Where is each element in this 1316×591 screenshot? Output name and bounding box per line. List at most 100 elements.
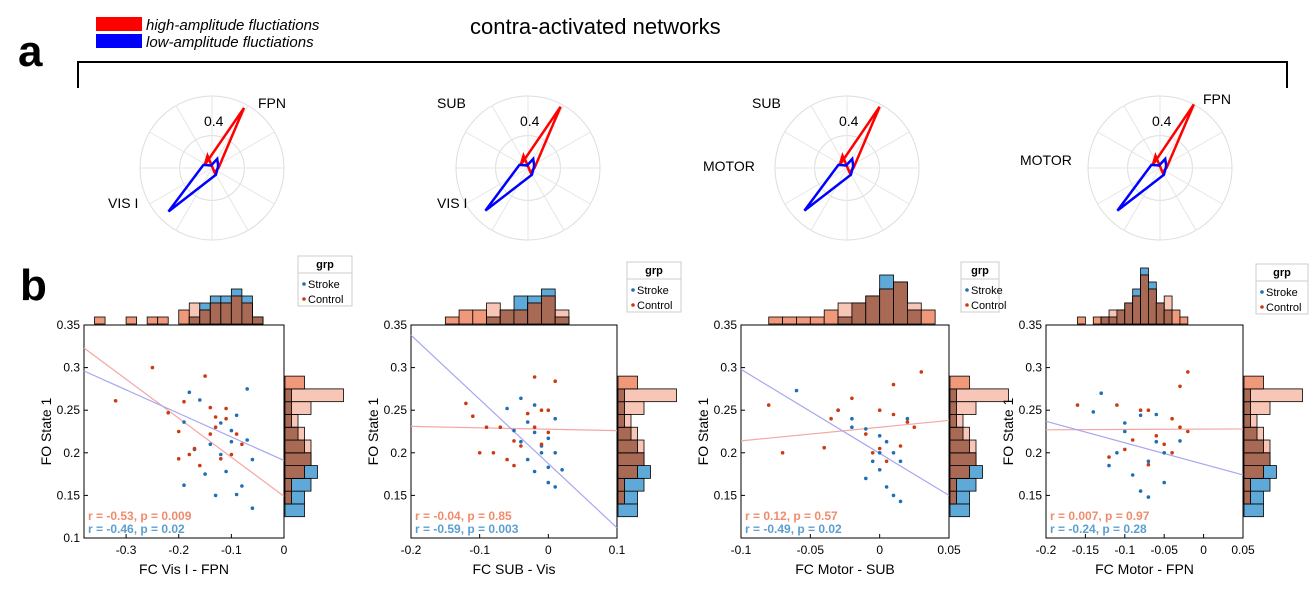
control-point: [234, 432, 239, 436]
control-point: [113, 399, 118, 403]
x-hist-bar-overlap: [499, 309, 515, 325]
stroke-point: [877, 468, 882, 472]
y-hist-bar-overlap: [284, 388, 292, 403]
legend-control-label: Control: [637, 300, 672, 312]
x-marginal-histogram: [94, 288, 264, 325]
control-point: [471, 414, 475, 419]
group-legend: grp Stroke Control: [1255, 263, 1309, 315]
control-point: [1075, 403, 1080, 407]
x-tick-label: -0.3: [116, 543, 137, 557]
x-hist-bar-control: [768, 316, 784, 325]
control-point: [1154, 434, 1159, 438]
y-hist-bar-stroke: [284, 503, 305, 518]
y-tick-label: 0.3: [63, 361, 80, 375]
stroke-point: [512, 428, 516, 433]
radar-grid-spoke: [211, 167, 249, 231]
stroke-correlation-stat: r = -0.46, p = 0.02: [88, 522, 185, 536]
control-point: [213, 425, 218, 430]
stroke-point: [519, 396, 523, 401]
x-hist-bar-control: [796, 316, 811, 325]
control-point: [229, 452, 234, 457]
radar-grid-spoke: [784, 167, 848, 205]
legend-stroke-marker: [631, 288, 635, 292]
control-point: [1138, 408, 1143, 413]
stroke-point: [532, 430, 537, 435]
x-hist-bar-overlap: [1100, 316, 1110, 325]
radar-grid-spoke: [1159, 167, 1223, 205]
x-hist-bar-control: [94, 316, 106, 325]
control-point: [553, 379, 557, 384]
x-marginal-histogram: [768, 274, 936, 325]
x-hist-bar-overlap: [893, 281, 908, 325]
stroke-point: [532, 469, 537, 474]
control-point: [182, 399, 186, 404]
y-hist-bar-overlap: [617, 401, 625, 415]
control-point: [192, 446, 197, 451]
x-tick-label: -0.15: [1072, 543, 1100, 557]
x-hist-bar-overlap: [513, 309, 529, 325]
scatter-chart-2: r = -0.04, p = 0.85r = -0.59, p = 0.003 -…: [365, 261, 682, 577]
y-tick-label: 0.25: [384, 403, 408, 417]
control-point: [512, 439, 516, 443]
x-hist-bar-overlap: [837, 316, 853, 325]
legend-stroke-marker: [965, 288, 969, 292]
y-axis-label: FO State 1: [695, 397, 711, 465]
radar-grid-spoke: [175, 167, 213, 231]
radar-grid-spoke: [1097, 167, 1161, 205]
y-hist-bar-overlap: [1243, 388, 1251, 403]
x-hist-bar-control: [472, 309, 487, 325]
y-hist-bar-overlap: [284, 490, 292, 505]
control-point: [240, 442, 244, 447]
legend-control-marker: [631, 303, 635, 307]
stroke-point: [203, 472, 207, 476]
y-hist-bar-control: [949, 375, 970, 390]
radar-grid-spoke: [465, 131, 529, 169]
legend-stroke-label: Stroke: [308, 279, 340, 291]
y-hist-bar-overlap: [284, 465, 305, 479]
control-point: [822, 445, 826, 450]
control-point: [208, 432, 213, 436]
x-tick-label: 0.05: [937, 543, 961, 557]
stroke-point: [905, 416, 910, 421]
y-hist-bar-overlap: [284, 426, 299, 441]
legend-low-swatch: [96, 34, 142, 48]
control-point: [1178, 384, 1182, 389]
y-marginal-histogram: [949, 375, 1009, 518]
x-hist-bar-overlap: [1155, 302, 1165, 325]
stroke-point: [208, 442, 213, 447]
y-hist-bar-overlap: [949, 388, 957, 403]
y-tick-label: 0.25: [714, 403, 738, 417]
radar-network-label: SUB: [437, 95, 466, 111]
group-legend-title: grp: [971, 265, 989, 277]
y-hist-bar-overlap: [1243, 490, 1251, 505]
y-tick-label: 0.25: [57, 403, 81, 417]
y-hist-bar-overlap: [949, 477, 957, 492]
scatter-plot-area: [740, 324, 950, 539]
radar-grid-spoke: [846, 167, 884, 231]
control-point: [1107, 455, 1111, 459]
y-tick-label: 0.3: [720, 361, 737, 375]
control-point: [224, 406, 228, 411]
radar-chart-3: 0.4 SUB MOTOR: [703, 95, 920, 241]
radar-network-label: FPN: [1203, 91, 1231, 107]
control-fit-line: [740, 419, 950, 442]
control-point: [505, 457, 509, 462]
x-hist-bar-overlap: [879, 288, 894, 325]
control-point: [498, 425, 503, 430]
radar-grid-spoke: [1159, 167, 1197, 231]
stroke-point: [182, 483, 186, 488]
stroke-point: [884, 485, 889, 489]
stroke-point: [187, 390, 192, 395]
control-point: [477, 451, 482, 455]
x-tick-label: -0.1: [731, 543, 752, 557]
control-point: [766, 403, 771, 407]
x-hist-bar-overlap: [865, 295, 881, 325]
y-hist-bar-control: [1243, 375, 1264, 390]
y-marginal-histogram: [284, 375, 344, 518]
x-hist-bar-overlap: [199, 309, 211, 325]
y-hist-bar-control: [284, 388, 344, 403]
stroke-point: [850, 416, 854, 421]
y-tick-label: 0.2: [1025, 446, 1042, 460]
control-point: [836, 408, 840, 413]
